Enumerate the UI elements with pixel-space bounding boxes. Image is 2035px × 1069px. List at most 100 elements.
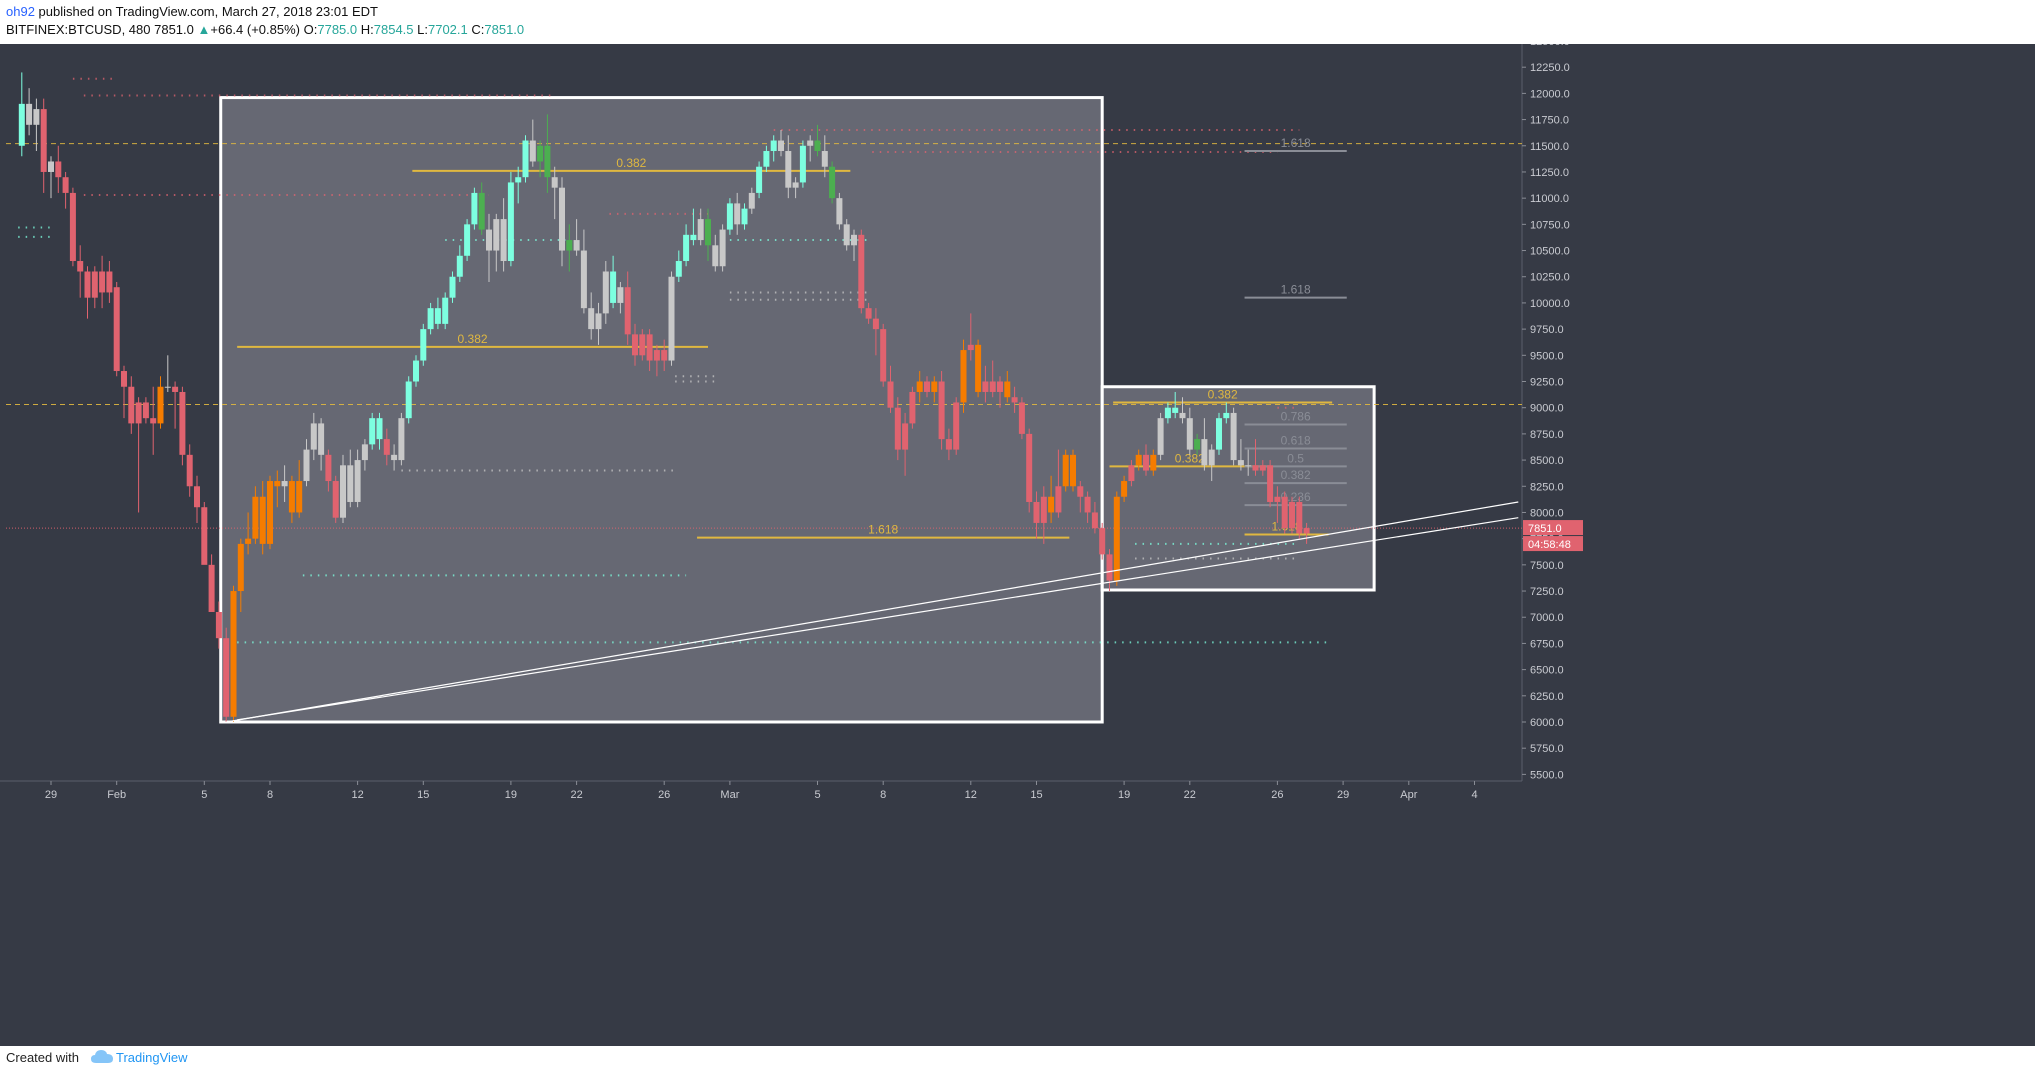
candle xyxy=(26,88,33,136)
candle-body xyxy=(179,391,186,455)
candle-body xyxy=(1077,486,1084,497)
candle xyxy=(391,444,398,471)
candle xyxy=(646,329,653,372)
candle xyxy=(851,229,857,262)
price-tick-label: 7500.0 xyxy=(1530,560,1564,572)
candle-body xyxy=(215,611,222,639)
chart-canvas[interactable]: 0.3820.3821.6180.3820.3821.6181.6181.618… xyxy=(0,36,2035,1046)
candle xyxy=(778,130,784,157)
candle-body xyxy=(690,234,697,241)
candle-body xyxy=(1055,486,1062,513)
candle xyxy=(464,219,471,262)
candle xyxy=(340,454,346,523)
candle xyxy=(332,475,339,523)
created-with-text: Created with xyxy=(6,1050,79,1065)
author-link[interactable]: oh92 xyxy=(6,4,35,19)
time-tick-label: 12 xyxy=(351,789,363,801)
candle-body xyxy=(1259,465,1266,471)
tradingview-brand[interactable]: TradingView xyxy=(116,1050,188,1065)
candle xyxy=(756,161,763,199)
candle xyxy=(354,449,361,508)
price-tick-label: 7000.0 xyxy=(1530,612,1564,624)
candle-body xyxy=(267,481,273,544)
change-up-icon: ▲ xyxy=(197,22,211,37)
time-tick-label: 22 xyxy=(570,789,582,801)
time-tick-label: 15 xyxy=(1030,789,1042,801)
candle-body xyxy=(661,350,668,361)
candle-body xyxy=(515,177,522,183)
candle-body xyxy=(580,250,587,309)
candle-body xyxy=(464,224,471,256)
candle xyxy=(18,72,25,157)
fib-label-3: 0.382 xyxy=(1208,387,1238,401)
fib-label-4: 0.382 xyxy=(1175,451,1205,465)
candle-body xyxy=(26,103,33,125)
last-price: 7851.0 xyxy=(154,22,194,37)
candle xyxy=(1062,449,1069,492)
candle xyxy=(872,308,879,356)
candle-body xyxy=(960,350,967,403)
candle xyxy=(770,135,777,162)
candle-body xyxy=(507,182,514,262)
candle xyxy=(1077,481,1084,513)
candle xyxy=(259,481,266,555)
price-tick-label: 12000.0 xyxy=(1530,88,1570,100)
price-chart[interactable]: 0.3820.3821.6180.3820.3821.6181.6181.618… xyxy=(0,36,2035,1046)
candle xyxy=(1121,475,1128,502)
candle-body xyxy=(1267,465,1274,502)
candle xyxy=(1128,460,1135,487)
tradingview-cloud-icon[interactable] xyxy=(90,1048,114,1066)
candle xyxy=(442,292,449,330)
low-label: L: xyxy=(417,22,428,37)
candle xyxy=(1157,412,1164,461)
price-tick-label: 9250.0 xyxy=(1530,377,1564,389)
candle-body xyxy=(851,234,857,246)
candle-body xyxy=(332,481,339,518)
candle xyxy=(376,412,383,450)
candle-body xyxy=(719,229,726,267)
fib-label-8: 0.786 xyxy=(1281,409,1311,423)
candle-body xyxy=(434,308,441,324)
candle-body xyxy=(142,402,149,419)
published-text: published on TradingView.com, March 27, … xyxy=(34,4,378,19)
candle-body xyxy=(573,240,580,251)
candle xyxy=(223,627,230,722)
candle-body xyxy=(135,402,142,424)
candle xyxy=(77,245,84,298)
candle xyxy=(602,261,609,324)
candle xyxy=(1040,486,1047,544)
countdown-label: 04:58:48 xyxy=(1528,539,1571,551)
candle xyxy=(434,297,441,330)
candle-body xyxy=(1164,407,1171,419)
candle xyxy=(1186,407,1193,455)
candle xyxy=(405,376,412,424)
time-tick-label: 19 xyxy=(1118,789,1130,801)
candle-body xyxy=(340,465,346,518)
candle xyxy=(215,601,222,649)
symbol-label[interactable]: BITFINEX:BTCUSD, 480 xyxy=(6,22,151,37)
candle-body xyxy=(705,219,711,246)
candle-body xyxy=(997,381,1003,392)
time-tick-label: 29 xyxy=(1337,789,1349,801)
candle-body xyxy=(799,145,806,183)
price-tick-label: 6750.0 xyxy=(1530,638,1564,650)
candle xyxy=(325,449,332,492)
candle xyxy=(997,376,1003,408)
candle xyxy=(683,224,690,267)
candle-body xyxy=(252,496,259,539)
candle-body xyxy=(1018,402,1025,434)
fib-label-1: 0.382 xyxy=(458,332,488,346)
candle xyxy=(675,250,682,282)
close-label: C: xyxy=(471,22,485,37)
candle xyxy=(843,219,850,251)
candle-body xyxy=(697,219,704,241)
candle xyxy=(1113,491,1120,586)
candle xyxy=(836,192,843,230)
candle xyxy=(40,98,47,193)
candle-body xyxy=(1172,407,1179,413)
candle-body xyxy=(566,240,573,251)
candle-body xyxy=(675,261,682,277)
candle-body xyxy=(99,271,106,293)
candle xyxy=(916,371,923,403)
candle-body xyxy=(303,449,310,482)
